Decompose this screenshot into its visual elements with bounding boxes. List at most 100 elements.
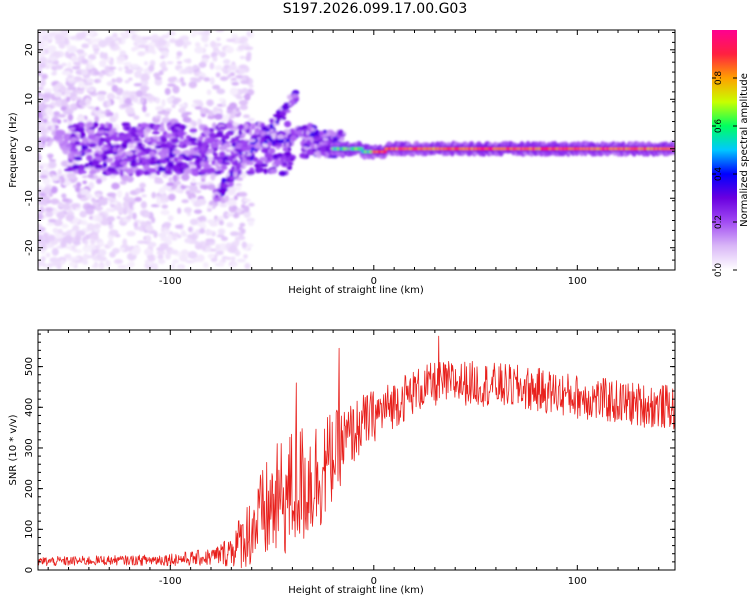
spectrogram-cell <box>242 198 251 203</box>
spectrogram-cell <box>311 148 317 152</box>
spectrogram-cell <box>231 36 241 44</box>
spectrogram-cell <box>176 55 181 60</box>
spectrogram-cell <box>270 132 277 137</box>
spectrogram-cell <box>147 257 156 262</box>
spectrogram-cell <box>285 157 291 163</box>
spectrogram-cell <box>218 220 224 226</box>
spectrogram-cell <box>149 160 158 166</box>
spectrogram-cell <box>183 168 192 175</box>
spectrogram-cell <box>81 174 89 179</box>
spectrogram-cell <box>38 234 44 242</box>
spectrogram-cell <box>122 122 131 126</box>
spectrogram-cell <box>256 161 264 165</box>
spectrogram-cell <box>179 35 190 41</box>
spectrogram-cell <box>123 61 132 67</box>
spectrogram-cell <box>38 213 44 220</box>
spectrogram-cell <box>87 106 96 110</box>
spectrogram-cell <box>57 113 66 118</box>
snr-ticks: -100 0 100 0 100 200 300 400 500 <box>24 330 675 587</box>
spectrogram-cell <box>47 62 53 68</box>
spectrogram-cell <box>205 168 212 174</box>
spectrogram-cell <box>125 168 134 175</box>
spectrogram-cell <box>56 211 66 219</box>
spectrogram-cell <box>61 193 67 199</box>
spectrogram-cell <box>109 60 114 66</box>
spectrogram-cell <box>147 45 155 54</box>
spectrogram-cell <box>73 240 81 246</box>
spectrogram-cell <box>245 146 251 152</box>
spectrogram-cell <box>276 114 283 120</box>
spectrogram-cell <box>210 40 217 48</box>
spectrogram-cell <box>39 163 50 167</box>
spectrogram-cell <box>183 207 192 214</box>
spectrogram-cell <box>71 66 81 70</box>
spectrogram-cell <box>306 139 312 145</box>
spectrogram-cell <box>62 236 72 243</box>
spectrogram-cell <box>107 166 116 173</box>
spectrogram-cell <box>214 161 219 168</box>
spectrogram-cell <box>87 129 95 136</box>
spectrogram-cell <box>86 208 95 215</box>
spectrogram-cell <box>233 212 239 219</box>
spectrogram-cell <box>167 161 174 168</box>
spectrogram-cell <box>116 216 121 220</box>
spectrogram-cell <box>47 262 56 267</box>
spectrogram-cell <box>336 134 342 139</box>
spectrogram-cell <box>183 43 188 49</box>
spectrogram-cell <box>100 167 107 172</box>
spectrogram-cell <box>39 127 48 135</box>
spectrogram-cell <box>191 154 201 159</box>
spectrogram-cell <box>110 204 115 208</box>
spectrogram-cell <box>82 246 92 253</box>
spectrogram-cell <box>174 124 181 128</box>
spectrogram-cell <box>87 173 94 179</box>
spectrogram-cell <box>41 97 50 103</box>
spectrogram-cell <box>238 64 248 69</box>
spectrogram-cell <box>50 198 60 205</box>
spectrogram-cell <box>125 192 130 200</box>
spectrogram-cell <box>45 252 51 258</box>
spectrogram-cell <box>160 143 168 148</box>
spectrogram-cell <box>67 86 77 91</box>
snr-y-tick-label: 300 <box>24 438 35 457</box>
spectrogram-cell <box>57 228 63 234</box>
spectrogram-cell <box>116 56 126 61</box>
spectrogram-cell <box>103 52 108 60</box>
spectrogram-cell <box>130 248 140 256</box>
spectrogram-cell <box>233 195 238 201</box>
colorbar-tick-label: 0.2 <box>714 215 724 229</box>
spectrogram-cell <box>93 152 100 158</box>
spectrogram-cell <box>228 199 237 207</box>
spectrogram-cell <box>102 197 108 201</box>
spectrogram-cell <box>214 170 222 175</box>
spectrogram-cell <box>118 66 123 72</box>
spectrogram-cell <box>163 221 172 228</box>
spectrogram-cell <box>256 166 265 173</box>
spectrogram-cell <box>135 187 142 194</box>
spectrogram-cell <box>63 38 70 46</box>
spectrogram-cell <box>164 112 169 117</box>
spectrogram-cell <box>49 158 56 163</box>
spectrogram-cell <box>154 180 164 184</box>
spectrogram-cell <box>39 206 45 214</box>
snr-y-tick-label: 500 <box>24 357 35 376</box>
spectrogram-cell <box>181 162 188 170</box>
spectrogram-cell <box>172 259 180 264</box>
spectrogram-cell <box>137 51 146 57</box>
spectrogram-cell <box>107 123 113 130</box>
spectrogram-cell <box>38 260 42 268</box>
spectrogram-cell <box>238 88 249 94</box>
spectrogram-cell <box>198 61 207 68</box>
spectrogram-cell <box>263 140 269 144</box>
spectrogram-cell <box>97 141 103 147</box>
spectrogram-cell <box>114 112 119 120</box>
spectrogram-cell <box>178 264 184 270</box>
colorbar-ticks: 0.0 0.2 0.4 0.6 0.8 <box>712 71 737 277</box>
spectrogram-cell <box>38 224 42 228</box>
spectrogram-cell <box>97 94 106 102</box>
spectrogram-cell <box>128 201 134 210</box>
spectrogram-cell <box>147 141 152 146</box>
spectrogram-cell <box>187 226 193 233</box>
colorbar: 0.0 0.2 0.4 0.6 0.8 Normalized spectral ampl… <box>712 30 750 277</box>
